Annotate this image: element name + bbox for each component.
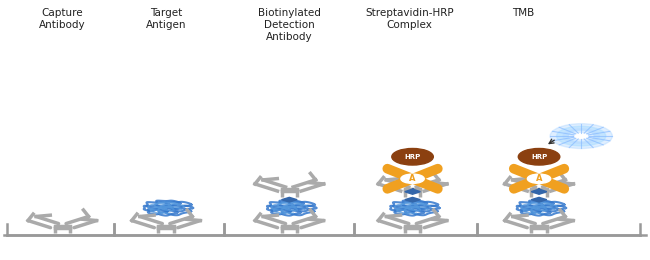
Circle shape	[392, 148, 434, 165]
Polygon shape	[531, 189, 547, 194]
Polygon shape	[531, 197, 547, 202]
Circle shape	[575, 133, 588, 139]
Circle shape	[569, 131, 593, 141]
Circle shape	[550, 124, 612, 148]
Text: A: A	[536, 174, 542, 183]
Text: TMB: TMB	[512, 9, 534, 18]
Text: A: A	[410, 174, 416, 183]
Circle shape	[518, 148, 560, 165]
Circle shape	[401, 174, 424, 183]
Circle shape	[556, 126, 606, 146]
Text: Target
Antigen: Target Antigen	[146, 9, 187, 30]
Text: Streptavidin-HRP
Complex: Streptavidin-HRP Complex	[365, 9, 454, 30]
Circle shape	[527, 174, 551, 183]
Text: HRP: HRP	[531, 154, 547, 160]
Polygon shape	[405, 189, 421, 194]
Text: Biotinylated
Detection
Antibody: Biotinylated Detection Antibody	[258, 9, 320, 42]
Text: HRP: HRP	[404, 154, 421, 160]
Polygon shape	[405, 197, 421, 202]
Polygon shape	[281, 197, 297, 202]
Text: Capture
Antibody: Capture Antibody	[39, 9, 86, 30]
Circle shape	[563, 129, 599, 143]
